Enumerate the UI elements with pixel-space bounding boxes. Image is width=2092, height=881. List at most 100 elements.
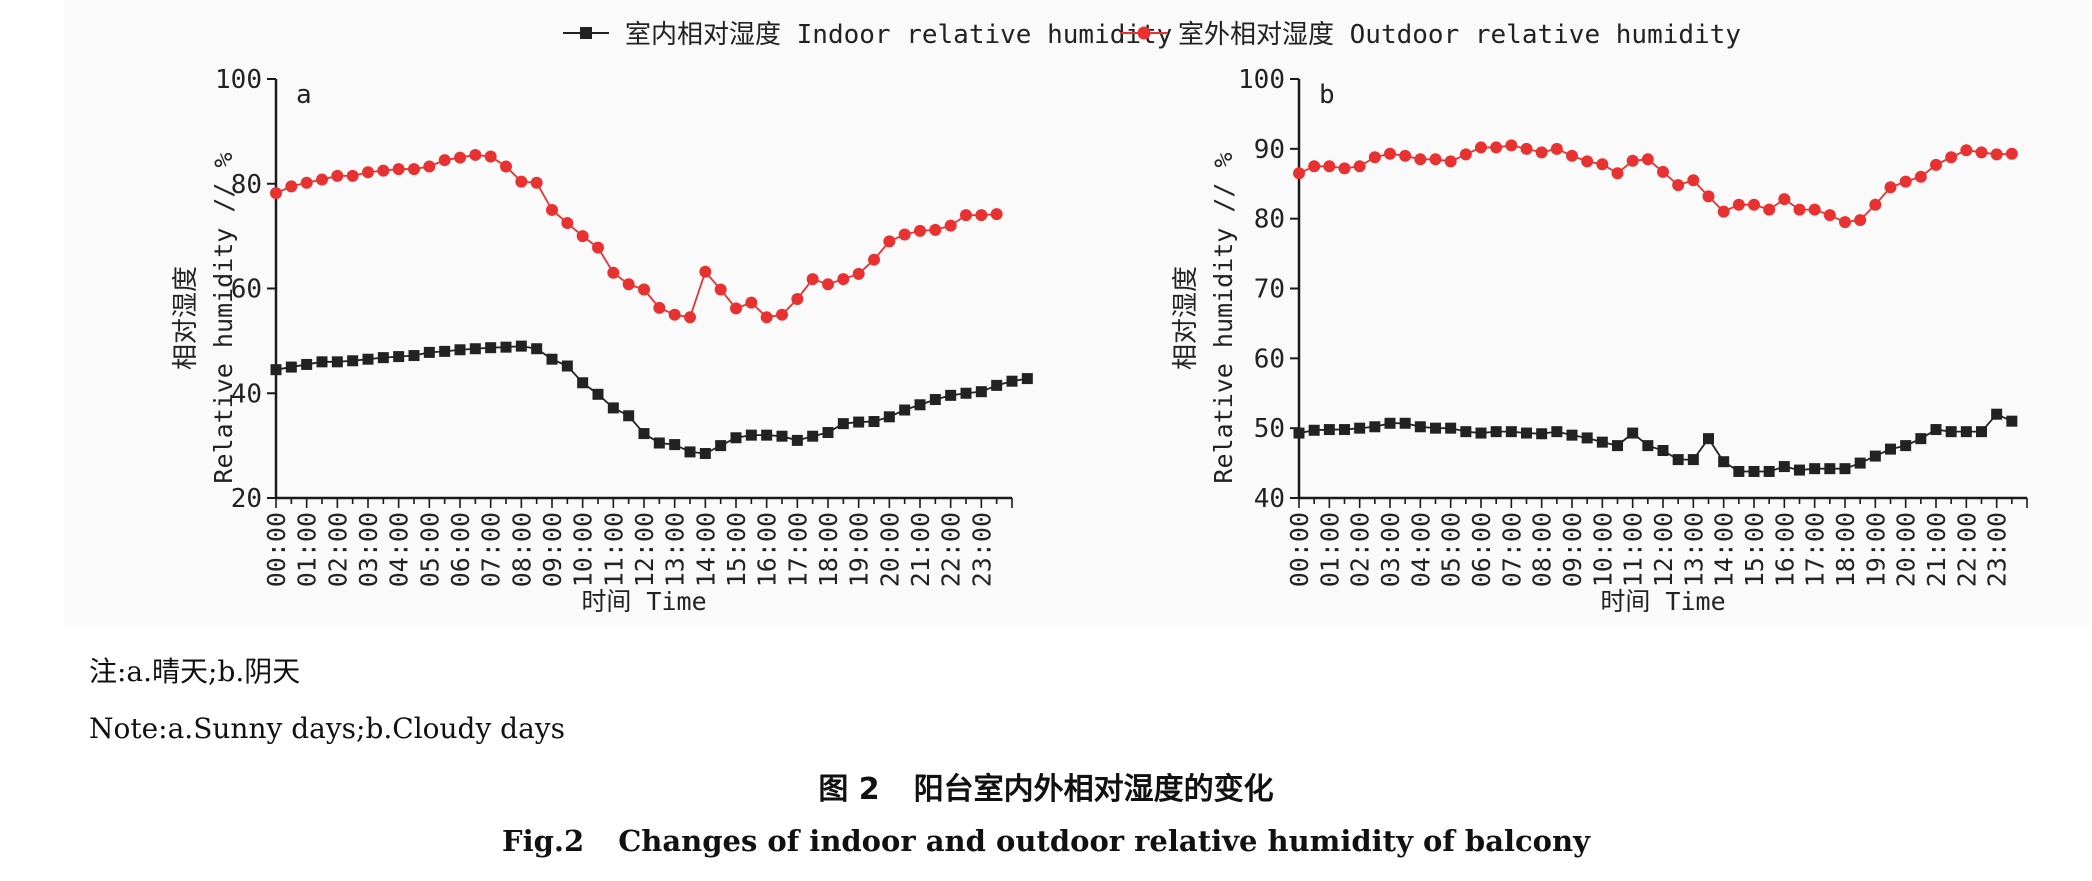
outdoor-point	[316, 173, 328, 186]
x-tick-label: 16:00	[1770, 512, 1799, 587]
y-tick-label: 40	[231, 379, 262, 409]
outdoor-point	[1717, 205, 1730, 218]
outdoor-point	[1490, 141, 1503, 154]
outdoor-point	[960, 209, 972, 222]
x-tick-label: 14:00	[691, 512, 720, 587]
x-tick-label: 10:00	[1588, 512, 1617, 587]
indoor-point	[316, 356, 328, 368]
x-tick-label: 05:00	[415, 512, 444, 587]
x-tick-label: 13:00	[1679, 512, 1708, 587]
outdoor-point	[944, 219, 957, 232]
outdoor-point	[1459, 148, 1472, 161]
indoor-point	[791, 434, 803, 446]
indoor-point	[1976, 426, 1987, 438]
x-tick-label: 12:00	[1649, 512, 1678, 587]
outdoor-point	[1854, 214, 1867, 227]
x-tick-label: 17:00	[783, 512, 812, 587]
outdoor-point	[1384, 147, 1396, 160]
outdoor-point	[285, 180, 298, 193]
outdoor-point	[1763, 203, 1776, 216]
indoor-point	[270, 364, 282, 376]
indoor-point	[638, 428, 650, 440]
indoor-point	[1854, 457, 1866, 469]
outdoor-point	[898, 228, 911, 241]
indoor-point	[1839, 463, 1851, 475]
outdoor-point	[1429, 153, 1442, 166]
panel-label: b	[1319, 80, 1335, 110]
x-tick-label: 03:00	[1376, 512, 1405, 587]
x-tick-label: 08:00	[1528, 512, 1557, 587]
indoor-point	[285, 361, 297, 373]
x-tick-label: 22:00	[1952, 512, 1981, 587]
caption-cn-number: 图 2	[818, 772, 880, 807]
outdoor-point	[1581, 155, 1594, 168]
outdoor-point	[1672, 179, 1685, 192]
outdoor-point	[653, 301, 666, 314]
x-tick-label: 06:00	[446, 512, 475, 587]
outdoor-point	[454, 151, 466, 164]
outdoor-point	[1748, 198, 1760, 211]
outdoor-point	[914, 224, 926, 237]
outdoor-point	[1687, 174, 1700, 187]
outdoor-point	[576, 230, 589, 243]
outdoor-point	[1444, 155, 1457, 168]
outdoor-point	[714, 283, 727, 296]
indoor-point	[1021, 373, 1033, 385]
indoor-point	[1521, 427, 1532, 439]
note-cn: 注:a.晴天;b.阴天	[89, 655, 301, 688]
x-tick-label: 04:00	[1406, 512, 1435, 587]
indoor-point	[301, 358, 313, 370]
y-axis-title-en: Relative humidity // %	[209, 152, 238, 483]
indoor-point	[960, 387, 972, 399]
outdoor-point	[1793, 203, 1806, 216]
outdoor-point	[1884, 181, 1897, 194]
outdoor-point	[1990, 148, 2003, 161]
outdoor-point	[868, 253, 880, 266]
x-tick-label: 08:00	[507, 512, 536, 587]
outdoor-point	[1869, 198, 1882, 211]
outdoor-point	[730, 302, 742, 315]
legend-indoor-marker	[580, 27, 592, 39]
indoor-point	[1885, 443, 1896, 455]
outdoor-point	[622, 278, 635, 291]
indoor-point	[1945, 426, 1957, 438]
outdoor-point	[760, 311, 773, 324]
y-tick-label: 80	[231, 170, 262, 200]
indoor-point	[1339, 424, 1350, 436]
x-tick-label: 20:00	[875, 512, 904, 587]
indoor-point	[607, 402, 619, 414]
x-tick-label: 12:00	[630, 512, 659, 587]
outdoor-point	[1611, 167, 1624, 180]
indoor-point	[1657, 445, 1669, 457]
x-tick-label: 09:00	[538, 512, 567, 587]
indoor-point	[715, 440, 727, 452]
outdoor-point	[270, 187, 282, 200]
indoor-point	[699, 447, 711, 459]
outdoor-point	[377, 164, 390, 177]
outdoor-point	[699, 265, 712, 278]
indoor-point	[745, 429, 757, 441]
x-tick-label: 11:00	[1619, 512, 1648, 587]
legend: 室内相对湿度 Indoor relative humidity 室外相对湿度 O…	[563, 20, 1741, 50]
outdoor-point	[883, 235, 896, 248]
outdoor-point	[806, 273, 819, 286]
outdoor-point	[852, 267, 865, 280]
outdoor-point	[1566, 149, 1578, 162]
x-tick-label: 06:00	[1467, 512, 1496, 587]
indoor-point	[1915, 433, 1927, 445]
indoor-point	[1733, 465, 1745, 477]
legend-indoor-label: 室内相对湿度 Indoor relative humidity	[625, 20, 1172, 50]
x-axis-title: 时间 Time	[1600, 587, 1725, 616]
x-tick-label: 16:00	[753, 512, 782, 587]
figure-panel: 室内相对湿度 Indoor relative humidity 室外相对湿度 O…	[64, 0, 2089, 625]
indoor-point	[1399, 417, 1411, 429]
outdoor-point	[1293, 167, 1305, 180]
indoor-point	[423, 346, 435, 358]
outdoor-point	[1732, 198, 1745, 211]
caption-en: Fig.2 Changes of indoor and outdoor relat…	[0, 824, 2092, 858]
indoor-point	[684, 446, 696, 458]
outdoor-point	[1975, 146, 1988, 159]
outdoor-point	[822, 278, 834, 291]
indoor-point	[439, 345, 451, 357]
x-tick-label: 02:00	[1346, 512, 1375, 587]
